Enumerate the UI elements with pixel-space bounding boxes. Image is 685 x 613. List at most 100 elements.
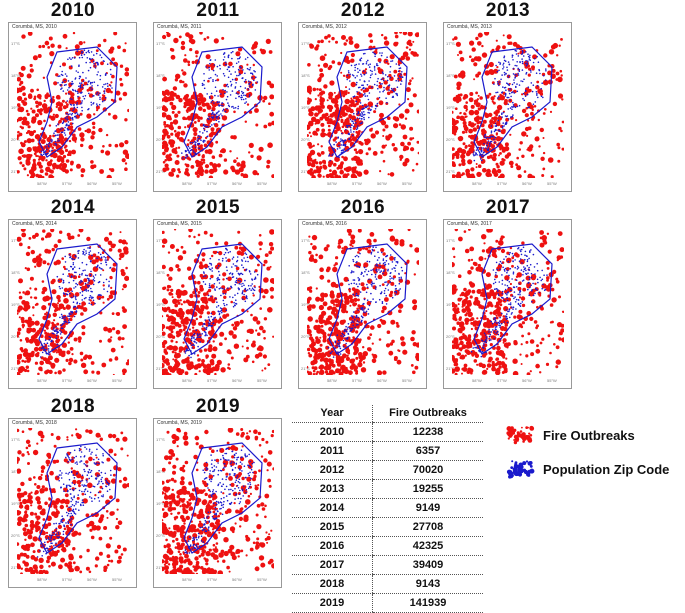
fire-dot [183,97,185,99]
fire-dot [58,239,62,243]
population-dot [229,296,231,298]
population-dot [508,61,510,63]
population-dot [44,345,46,347]
population-dot [357,309,359,311]
fire-dot [452,38,454,40]
population-dot [488,149,490,151]
population-dot [71,275,73,277]
population-dot [353,131,355,133]
fire-dot [198,291,201,294]
year-title: 2011 [153,0,283,22]
fire-dot [199,168,204,173]
population-dot [498,70,500,72]
population-dot [231,52,233,54]
fire-dot [118,239,122,243]
population-dot [395,285,397,287]
fire-dot [403,147,407,151]
population-dot [339,154,341,156]
population-dot [336,352,338,354]
year-title: 2013 [443,0,573,22]
population-dot [370,270,372,272]
fire-dot [207,347,212,352]
population-dot [359,283,361,285]
fire-dot [333,163,337,167]
fire-dot [120,269,124,273]
population-dot [63,282,65,284]
population-dot [68,121,70,123]
fire-dot [337,245,341,249]
population-dot [365,107,367,109]
fire-dot [63,34,68,39]
fire-dot [369,333,372,336]
population-dot [253,289,255,291]
fire-dot [409,79,412,82]
fire-dot [173,38,178,43]
fire-dot [393,70,397,74]
fire-dot [68,341,70,343]
population-dot [51,139,53,141]
population-dot [226,260,228,262]
population-dot [226,304,228,306]
population-dot [99,98,101,100]
population-dot [349,288,351,290]
fire-dot [468,144,471,147]
fire-dot [21,320,25,324]
population-dot [238,106,240,108]
population-dot [504,55,506,57]
population-dot [368,313,370,315]
fire-dot [308,236,310,238]
fire-dot [269,242,273,246]
population-dot [392,96,394,98]
population-dot [212,79,214,81]
fire-dot [37,373,40,375]
fire-dot [21,360,24,363]
population-dot [82,291,84,293]
population-dot [215,117,217,119]
fire-dot [335,41,338,44]
population-dot [99,104,101,106]
population-dot [493,83,495,85]
fire-dot [267,363,270,366]
population-dot [64,293,66,295]
population-dot [192,335,194,337]
fire-dot [257,155,262,160]
population-dot [504,74,506,76]
fire-dot [215,364,220,369]
population-dot [225,252,227,254]
population-dot [513,82,515,84]
fire-dot [457,54,459,56]
map-plot [17,32,129,178]
fire-dot [354,351,357,354]
population-dot [77,50,79,52]
population-dot [395,80,397,82]
fire-dot [410,337,415,342]
population-dot [394,259,396,261]
fire-dot [334,137,337,140]
fire-dot [348,36,353,41]
fire-dot [377,324,381,328]
population-dot [87,247,89,249]
population-dot [330,352,332,354]
map-subtitle: Corumbá, MS, 2010 [12,24,57,30]
fire-dot [261,370,263,372]
fire-dot [408,229,411,231]
fire-dot [318,173,320,175]
fire-dot [162,287,165,290]
fire-dot [20,339,23,342]
population-dot [536,93,538,95]
population-dot [337,334,339,336]
fire-dot [252,341,255,344]
fire-dot [37,109,40,112]
fire-dot [524,170,527,173]
population-dot [234,305,236,307]
population-dot [366,61,368,63]
fire-dot [483,120,487,124]
fire-dot [336,96,339,99]
fire-dot [365,68,367,70]
population-dot [77,250,79,252]
fire-dot [558,127,561,130]
fire-dot [99,169,104,174]
population-dot [199,148,201,150]
fire-dot [17,108,21,112]
population-dot [237,293,239,295]
